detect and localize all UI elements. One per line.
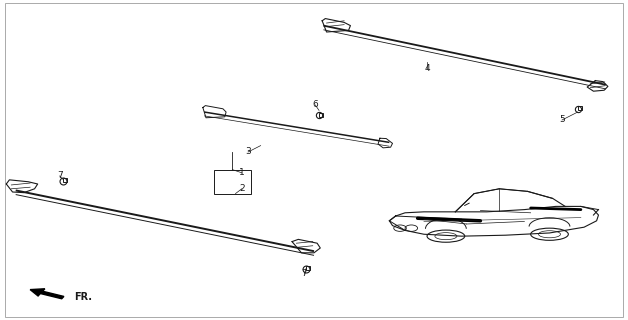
Text: 1: 1	[239, 168, 245, 177]
Bar	[214, 170, 251, 194]
Text: 3: 3	[245, 148, 251, 156]
Text: FR.: FR.	[74, 292, 92, 302]
Text: 6: 6	[312, 100, 318, 109]
Text: 7: 7	[57, 172, 63, 180]
Text: 2: 2	[239, 184, 244, 193]
Text: 7: 7	[301, 269, 308, 278]
Ellipse shape	[531, 228, 568, 240]
Text: 4: 4	[425, 64, 430, 73]
FancyArrow shape	[30, 289, 64, 299]
Text: 5: 5	[559, 116, 565, 124]
Ellipse shape	[427, 230, 465, 242]
